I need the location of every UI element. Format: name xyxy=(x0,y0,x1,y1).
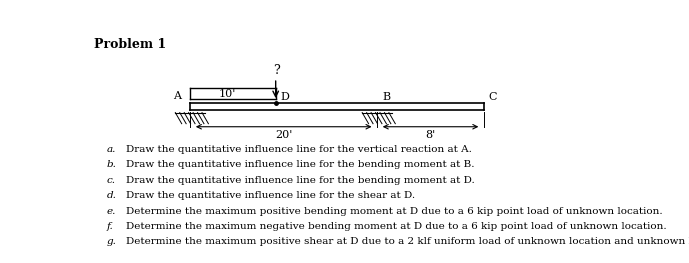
Text: c.: c. xyxy=(106,176,116,185)
Text: Draw the quantitative influence line for the bending moment at D.: Draw the quantitative influence line for… xyxy=(126,176,475,185)
Text: ?: ? xyxy=(274,64,280,77)
Text: Determine the maximum positive bending moment at D due to a 6 kip point load of : Determine the maximum positive bending m… xyxy=(126,206,663,216)
Text: Determine the maximum negative bending moment at D due to a 6 kip point load of : Determine the maximum negative bending m… xyxy=(126,222,667,231)
Text: A: A xyxy=(173,92,181,102)
Text: d.: d. xyxy=(106,191,116,200)
Text: B: B xyxy=(382,92,391,103)
Text: Problem 1: Problem 1 xyxy=(94,38,166,51)
Text: Determine the maximum positive shear at D due to a 2 klf uniform load of unknown: Determine the maximum positive shear at … xyxy=(126,237,689,246)
Text: f.: f. xyxy=(106,222,113,231)
Text: 20': 20' xyxy=(275,130,292,140)
Text: b.: b. xyxy=(106,160,116,169)
Text: 8': 8' xyxy=(425,130,435,140)
Text: D: D xyxy=(280,92,289,103)
Text: g.: g. xyxy=(106,237,116,246)
Text: C: C xyxy=(489,92,497,103)
Text: e.: e. xyxy=(106,206,116,216)
Text: Draw the quantitative influence line for the bending moment at B.: Draw the quantitative influence line for… xyxy=(126,160,475,169)
Text: 10': 10' xyxy=(219,89,236,99)
Text: Draw the quantitative influence line for the shear at D.: Draw the quantitative influence line for… xyxy=(126,191,415,200)
Text: Draw the quantitative influence line for the vertical reaction at A.: Draw the quantitative influence line for… xyxy=(126,145,472,154)
Text: a.: a. xyxy=(106,145,116,154)
